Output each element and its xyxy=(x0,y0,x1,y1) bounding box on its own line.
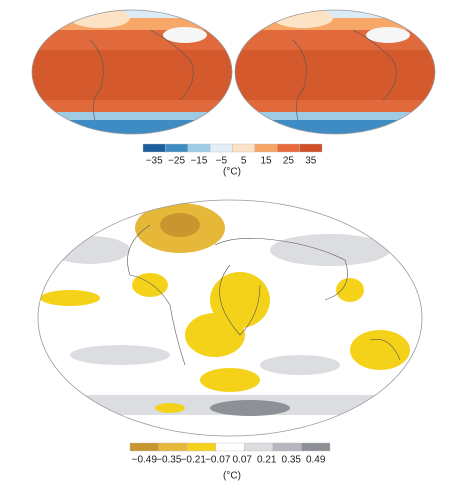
colorbar-tick-label: 25 xyxy=(283,156,295,167)
colorbar-tick-label: 35 xyxy=(305,156,317,167)
colorbar-tick-label: 5 xyxy=(241,156,247,167)
map-outline xyxy=(37,199,423,437)
colorbar-swatch xyxy=(277,143,300,153)
colorbar-tick-label: −15 xyxy=(190,156,207,167)
colorbar-unit: (°C) xyxy=(223,471,241,482)
colorbar-swatch xyxy=(158,442,188,452)
colorbar-tick-label: 0.21 xyxy=(257,455,277,466)
colorbar-tick-label: 0.07 xyxy=(233,455,253,466)
colorbar-swatch xyxy=(244,442,274,452)
colorbar-swatch xyxy=(209,143,233,153)
map-left xyxy=(32,10,232,134)
colorbar-swatch xyxy=(186,442,216,452)
colorbar-swatch xyxy=(215,442,245,452)
colorbar-tick-label: −0.35 xyxy=(156,455,182,466)
map-bottom xyxy=(38,200,422,436)
map-right xyxy=(235,10,435,134)
colorbar-swatch xyxy=(187,143,211,153)
colorbar-swatch xyxy=(301,442,331,452)
colorbar-tick-label: −0.49 xyxy=(132,455,158,466)
colorbar-tick-label: 0.35 xyxy=(281,455,301,466)
colorbar-tick-label: −0.07 xyxy=(205,455,231,466)
colorbar-unit: (°C) xyxy=(223,167,241,178)
colorbar-tick-label: −35 xyxy=(146,156,163,167)
colorbar-swatch xyxy=(165,143,188,153)
map-outline xyxy=(31,9,233,135)
map-outline xyxy=(234,9,436,135)
colorbar-swatch xyxy=(299,143,323,153)
colorbar-tick-label: −0.21 xyxy=(181,455,207,466)
colorbar-tick-label: −25 xyxy=(168,156,185,167)
colorbar-swatch xyxy=(254,143,278,153)
colorbar-swatch xyxy=(142,143,166,153)
colorbar-tick-label: 15 xyxy=(261,156,273,167)
colorbar-swatch xyxy=(129,442,159,452)
colorbar-swatch xyxy=(232,143,256,153)
colorbar-tick-label: −5 xyxy=(216,156,228,167)
colorbar-swatch xyxy=(272,442,302,452)
colorbar-tick-label: 0.49 xyxy=(306,455,326,466)
